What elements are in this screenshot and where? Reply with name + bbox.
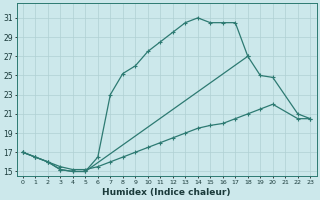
X-axis label: Humidex (Indice chaleur): Humidex (Indice chaleur) [102,188,231,197]
